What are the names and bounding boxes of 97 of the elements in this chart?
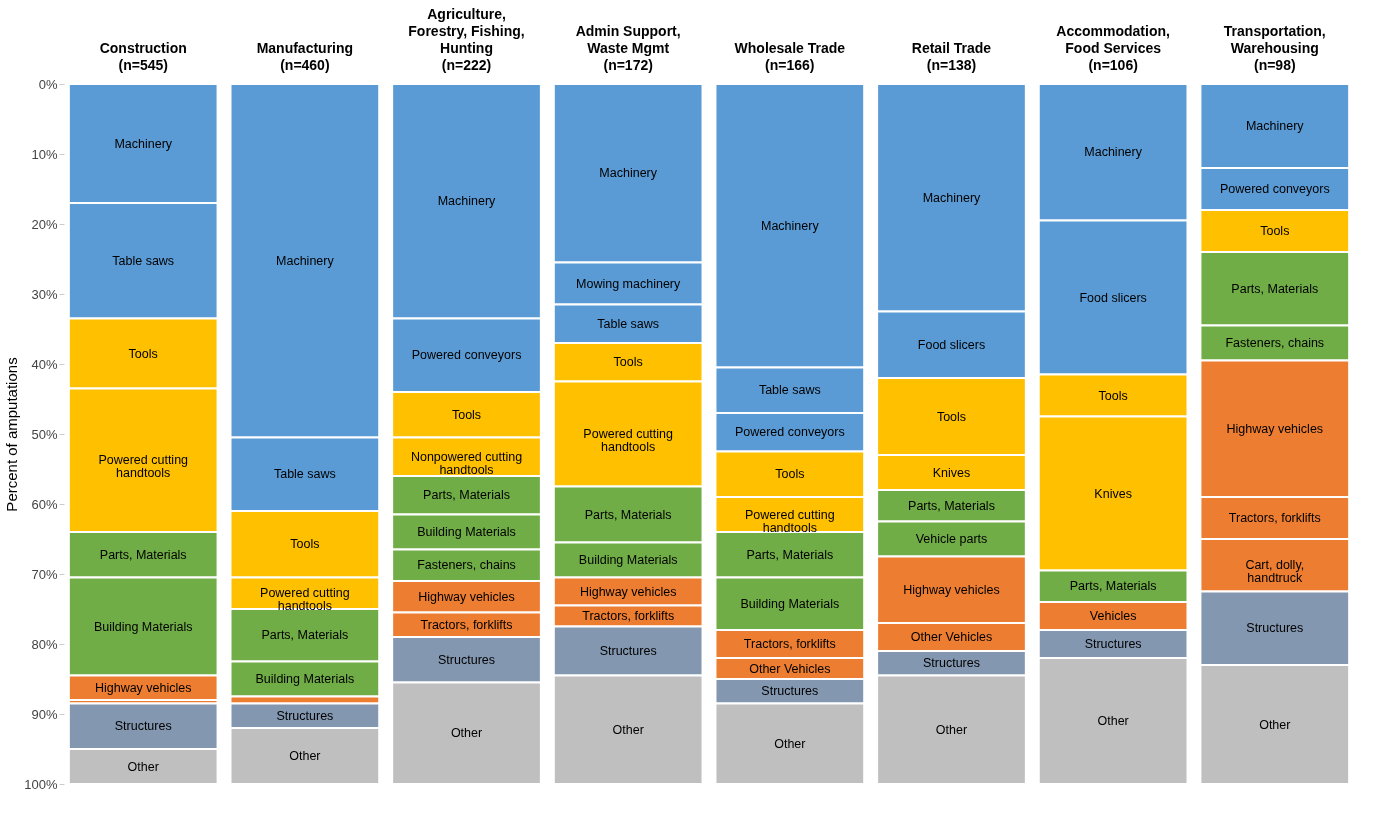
x-tick-label: Wholesale Trade (n=166) xyxy=(734,40,846,73)
x-tick-label: Transportation, Warehousing (n=98) xyxy=(1223,23,1326,73)
series-label: Tools xyxy=(613,355,643,370)
text: Tools xyxy=(775,467,805,482)
text: Tools xyxy=(290,537,320,552)
series-label: Cart, dolly, handtruck xyxy=(1245,558,1305,586)
text: Highway vehicles xyxy=(1226,421,1324,436)
series-label: Powered cutting handtools xyxy=(745,507,835,535)
text: Food slicers xyxy=(1079,290,1147,305)
series-label: Parts, Materials xyxy=(908,498,995,513)
y-tick-label: 20% xyxy=(31,216,58,232)
series-label: Food slicers xyxy=(917,337,986,352)
text: Parts, Materials xyxy=(99,547,187,562)
series-label: Structures xyxy=(276,708,334,723)
text: Building Materials xyxy=(93,619,193,634)
y-tick-label: 40% xyxy=(31,356,58,372)
series-label: Mowing machinery xyxy=(576,276,682,291)
text: Building Materials xyxy=(740,596,840,611)
text: Other xyxy=(774,736,806,751)
series-label: Other xyxy=(127,759,159,774)
text: Machinery xyxy=(114,136,173,151)
text: Other xyxy=(935,722,968,737)
series-label: Nonpowered cutting handtools xyxy=(410,449,523,477)
text: Structures xyxy=(1246,621,1304,636)
series-label: Other Vehicles xyxy=(749,661,831,676)
text: Highway vehicles xyxy=(579,584,677,599)
text: Machinery xyxy=(922,190,981,205)
text: Table saws xyxy=(758,383,821,398)
series-label: Knives xyxy=(932,465,971,480)
text: Building Materials xyxy=(417,525,516,539)
text: Parts, Materials xyxy=(261,628,349,643)
text: Structures xyxy=(114,719,172,734)
text: Tractors, forklifts xyxy=(743,637,836,651)
text: Other Vehicles xyxy=(910,630,993,644)
text: Other xyxy=(1259,717,1291,732)
text: Fasteners, chains xyxy=(1225,336,1325,350)
text: Tools xyxy=(1260,224,1290,238)
text: Other xyxy=(1097,714,1129,728)
y-tick-label: 60% xyxy=(31,496,58,512)
text: Parts, Materials xyxy=(1069,579,1157,594)
y-tick-label: 80% xyxy=(31,636,58,652)
series-label: Vehicle parts xyxy=(915,532,988,546)
text: Table saws xyxy=(112,253,175,268)
text: Powered conveyors xyxy=(1219,182,1330,196)
y-tick-label: 100% xyxy=(24,776,58,792)
x-tick-label: Admin Support, Waste Mgmt (n=172) xyxy=(575,23,681,73)
text: Powered cutting handtools xyxy=(98,453,189,481)
text: Powered conveyors xyxy=(411,348,522,363)
text: Structures xyxy=(923,656,980,671)
text: Tools xyxy=(128,346,158,361)
text: Parts, Materials xyxy=(746,547,834,562)
x-tick-label: Retail Trade (n=138) xyxy=(911,40,992,73)
y-tick-label: 0% xyxy=(38,76,58,92)
text: Machinery xyxy=(760,218,819,233)
text: Other xyxy=(450,726,483,741)
text: Highway vehicles xyxy=(418,589,515,604)
series-label: Tractors, forklifts xyxy=(582,609,675,623)
text: Building Materials xyxy=(578,553,678,567)
text: Parts, Materials xyxy=(584,507,672,522)
text: Tools xyxy=(1098,388,1128,403)
x-tick-label: Accommodation, Food Services (n=106) xyxy=(1056,23,1170,73)
x-tick-label: Agriculture, Forestry, Fishing, Hunting (n=222) xyxy=(408,6,525,73)
series-label: Building Materials xyxy=(255,672,355,686)
text: Structures xyxy=(761,684,819,699)
series-label: Highway vehicles xyxy=(94,680,192,695)
text: Other xyxy=(612,722,644,737)
series-label: Powered conveyors xyxy=(734,425,845,440)
text: Structures xyxy=(1084,637,1142,651)
text: Tools xyxy=(451,407,482,422)
text: Other xyxy=(289,749,321,763)
series-label: Fasteners, chains xyxy=(417,558,516,573)
text: Machinery xyxy=(276,253,334,268)
y-tick-label: 50% xyxy=(31,426,58,442)
series-label: Vehicles xyxy=(1089,609,1137,623)
text: Structures xyxy=(599,644,657,658)
text: Tractors, forklifts xyxy=(420,617,513,632)
text: Machinery xyxy=(1084,145,1142,160)
text: Powered cutting handtools xyxy=(583,427,673,454)
text: Tools xyxy=(936,409,967,424)
x-tick-label: Construction (n=545) xyxy=(99,40,187,73)
y-tick-label: 90% xyxy=(31,706,58,722)
y-tick-label: 10% xyxy=(31,146,58,162)
y-tick-label: 70% xyxy=(31,566,58,582)
text: Highway vehicles xyxy=(903,582,1000,597)
x-tick-label: Manufacturing (n=460) xyxy=(256,40,354,73)
text: Structures xyxy=(438,652,495,667)
text: Table saws xyxy=(273,467,336,482)
y-axis-title: Percent of amputations xyxy=(3,357,21,512)
text: Knives xyxy=(1094,486,1132,501)
series-label: Table saws xyxy=(597,316,660,331)
text: Parts, Materials xyxy=(1231,281,1319,296)
text: Parts, Materials xyxy=(423,488,510,503)
text: Machinery xyxy=(437,194,496,209)
text: Tractors, forklifts xyxy=(1228,511,1321,525)
series-label: Machinery xyxy=(1245,119,1305,133)
y-tick-label: 30% xyxy=(31,286,58,302)
text: Machinery xyxy=(599,166,658,181)
